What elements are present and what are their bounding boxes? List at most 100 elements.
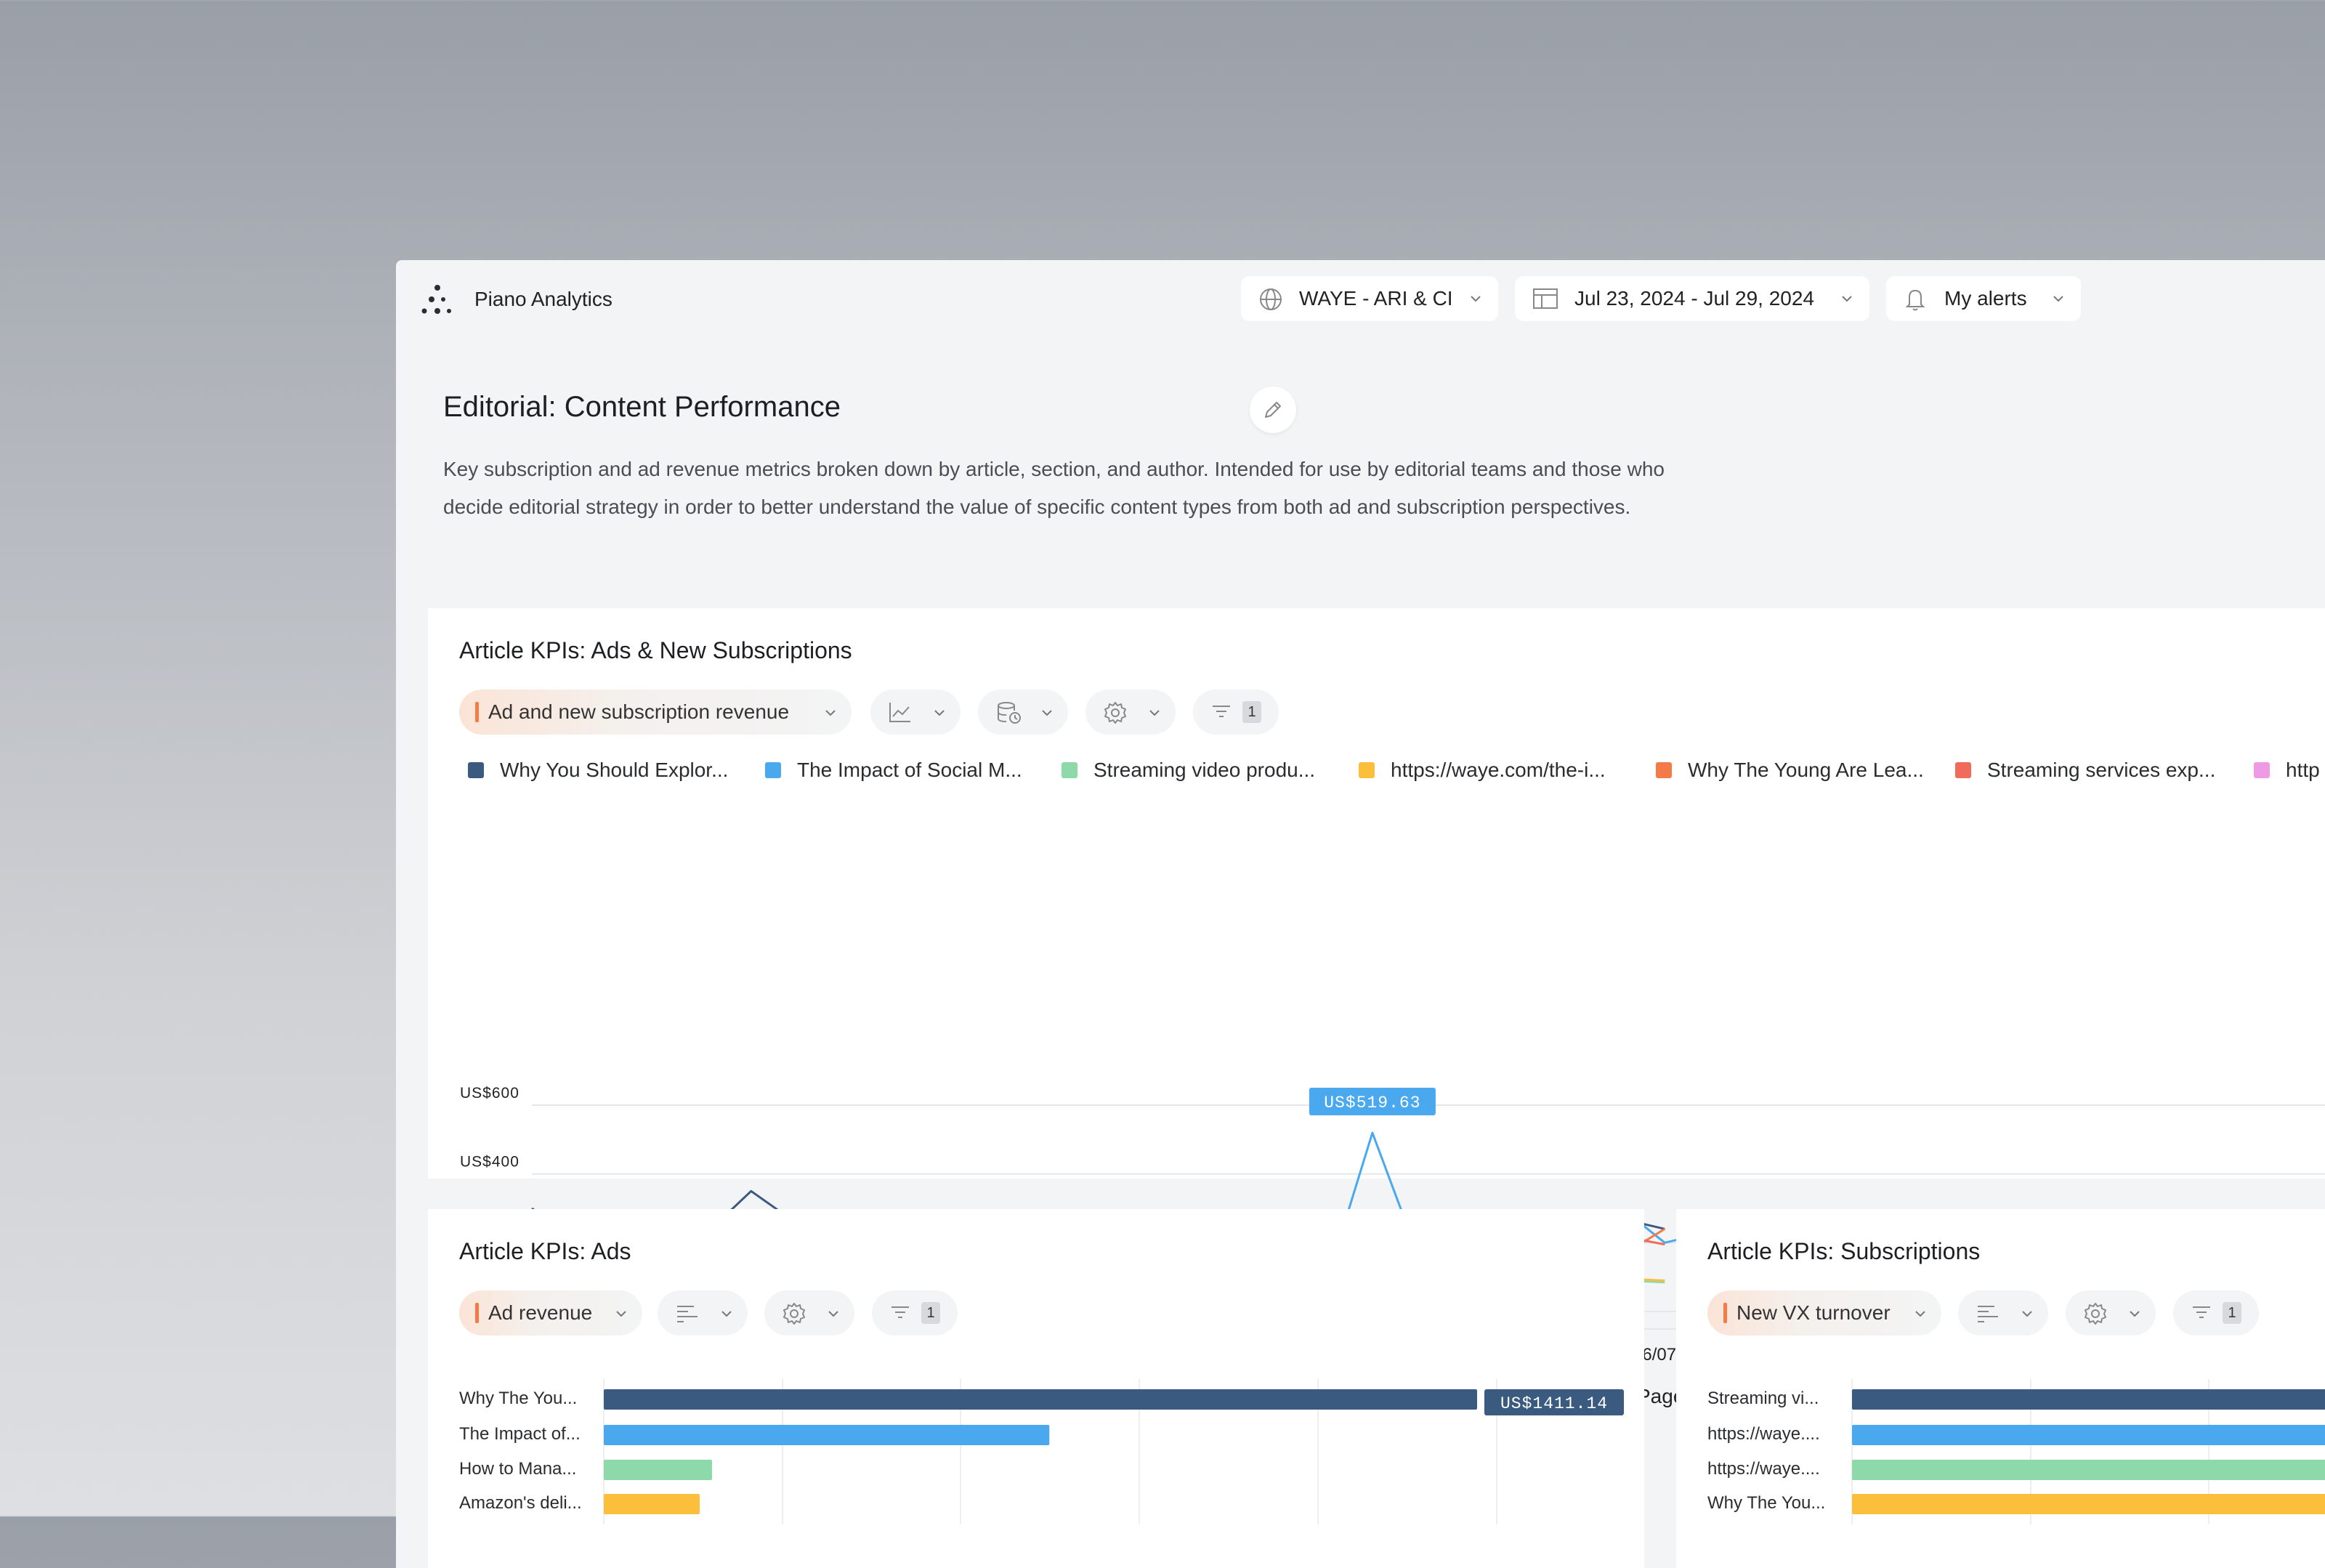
bar-category-label: The Impact of... [459,1424,581,1444]
metric-label: New VX turnover [1736,1301,1891,1324]
metric-label: Ad revenue [488,1301,593,1324]
site-selector[interactable]: WAYE - ARI & CI [1241,276,1498,321]
filter-count-badge: 1 [921,1302,940,1324]
legend-label: http [2286,759,2320,781]
chart-type-selector[interactable] [1958,1290,2048,1335]
bar-chart-icon [677,1306,698,1322]
gear-icon [1104,702,1126,724]
edit-title-button[interactable] [1250,387,1296,433]
bar-category-label: Amazon's deli... [459,1493,582,1513]
metric-accent [475,1303,479,1323]
app-window: Piano Analytics WAYE - ARI & CI Jul 23, … [396,260,2325,1568]
legend-label: Why The Young Are Lea... [1688,759,1924,781]
bar-category-label: Streaming vi... [1707,1389,1819,1408]
bar-category-label: https://waye.... [1707,1459,1820,1479]
ads-bar-chart: Why The You... The Impact of... How to Man… [459,1379,1624,1524]
gear-icon [783,1303,805,1325]
filter-icon [1213,706,1230,717]
filter-count-badge: 1 [1242,701,1261,723]
chevron-down-icon [2022,1311,2032,1317]
line-chart-icon [889,703,910,722]
y-tick-label: US$600 [460,1085,519,1102]
bar-category-label: How to Mana... [459,1459,576,1479]
bar-chart-icon [1978,1306,1998,1322]
bar[interactable] [604,1494,700,1514]
filter-button[interactable]: 1 [2173,1290,2259,1335]
max-tag-bg [1309,1088,1436,1116]
legend-swatch [1955,762,1971,778]
legend-swatch [468,762,484,778]
chevron-down-icon [2130,1311,2140,1317]
bar-category-label: https://waye.... [1707,1424,1820,1444]
chevron-down-icon [1042,710,1052,716]
legend-label: Streaming services exp... [1987,759,2216,781]
y-tick-label: US$400 [460,1154,519,1171]
bar-category-label: Why The You... [1707,1493,1825,1513]
kpi-ads-subscriptions-card: Article KPIs: Ads & New Subscriptions Ad… [428,608,2325,1179]
filter-button[interactable]: 1 [1193,690,1279,735]
description-line: Key subscription and ad revenue metrics … [443,458,1665,480]
chevron-down-icon [1915,1311,1925,1317]
max-tag-label: US$519.63 [1324,1094,1420,1112]
bar-value-tag-bg [1484,1389,1624,1415]
legend-label: https://waye.com/the-i... [1391,759,1606,781]
bar[interactable] [1852,1494,2325,1514]
max-value-tag: US$519.63 [1309,1088,1436,1116]
chevron-down-icon [934,710,945,716]
metric-label: Ad and new subscription revenue [488,700,790,723]
metric-selector[interactable]: Ad revenue [459,1290,642,1335]
filter-count-badge: 1 [2223,1302,2241,1324]
chart-type-selector[interactable] [658,1290,748,1335]
chevron-down-icon [1471,296,1481,302]
gear-icon [2085,1303,2106,1325]
data-source-selector[interactable] [978,690,1068,735]
chevron-down-icon [1842,296,1852,302]
alerts-label: My alerts [1944,287,2027,310]
filter-icon [2193,1306,2210,1318]
legend-swatch [1359,762,1375,778]
card-title: Article KPIs: Ads & New Subscriptions [459,637,852,663]
bar[interactable] [1852,1425,2325,1445]
calendar-icon [1533,288,1558,309]
chevron-down-icon [721,1311,732,1317]
chevron-down-icon [825,710,836,716]
legend-swatch [765,762,781,778]
metric-selector[interactable]: Ad and new subscription revenue [459,690,852,735]
alerts-dropdown[interactable]: My alerts [1886,276,2081,321]
site-label: WAYE - ARI & CI [1299,287,1453,310]
filter-icon [891,1306,909,1318]
legend-label: Streaming video produ... [1093,759,1316,781]
subscriptions-bar-chart: Streaming vi... https://waye.... https://w… [1707,1379,2325,1524]
metric-accent [475,702,479,722]
card-title: Article KPIs: Ads [459,1238,631,1264]
bell-icon [1905,289,1925,311]
date-range-selector[interactable]: Jul 23, 2024 - Jul 29, 2024 [1515,276,1869,321]
metric-selector[interactable]: New VX turnover [1707,1290,1941,1335]
app-title[interactable]: Piano Analytics [474,288,612,310]
bar-category-label: Why The You... [459,1389,577,1408]
chevron-down-icon [2053,296,2063,302]
chevron-down-icon [616,1311,626,1317]
bar[interactable] [604,1425,1050,1445]
page-description: Key subscription and ad revenue metrics … [443,450,1824,526]
settings-selector[interactable] [1085,690,1176,735]
bar[interactable] [1852,1460,2325,1480]
legend-label: Why You Should Explor... [500,759,729,781]
filter-button[interactable]: 1 [872,1290,958,1335]
legend-swatch [2254,762,2270,778]
pencil-icon [1265,402,1281,418]
metric-accent [1723,1303,1727,1323]
bar[interactable] [604,1389,1477,1410]
settings-selector[interactable] [2066,1290,2156,1335]
settings-selector[interactable] [764,1290,854,1335]
page-title: Editorial: Content Performance [443,391,841,423]
bar[interactable] [604,1460,713,1480]
chevron-down-icon [1149,710,1160,716]
card-title: Article KPIs: Subscriptions [1707,1238,1981,1264]
bar[interactable] [1852,1389,2325,1410]
bar-value-label: US$1411.14 [1500,1394,1608,1413]
legend-label: The Impact of Social M... [797,759,1022,781]
chart-type-selector[interactable] [870,690,961,735]
piano-logo-icon [421,285,451,314]
date-range-label: Jul 23, 2024 - Jul 29, 2024 [1574,287,1815,310]
